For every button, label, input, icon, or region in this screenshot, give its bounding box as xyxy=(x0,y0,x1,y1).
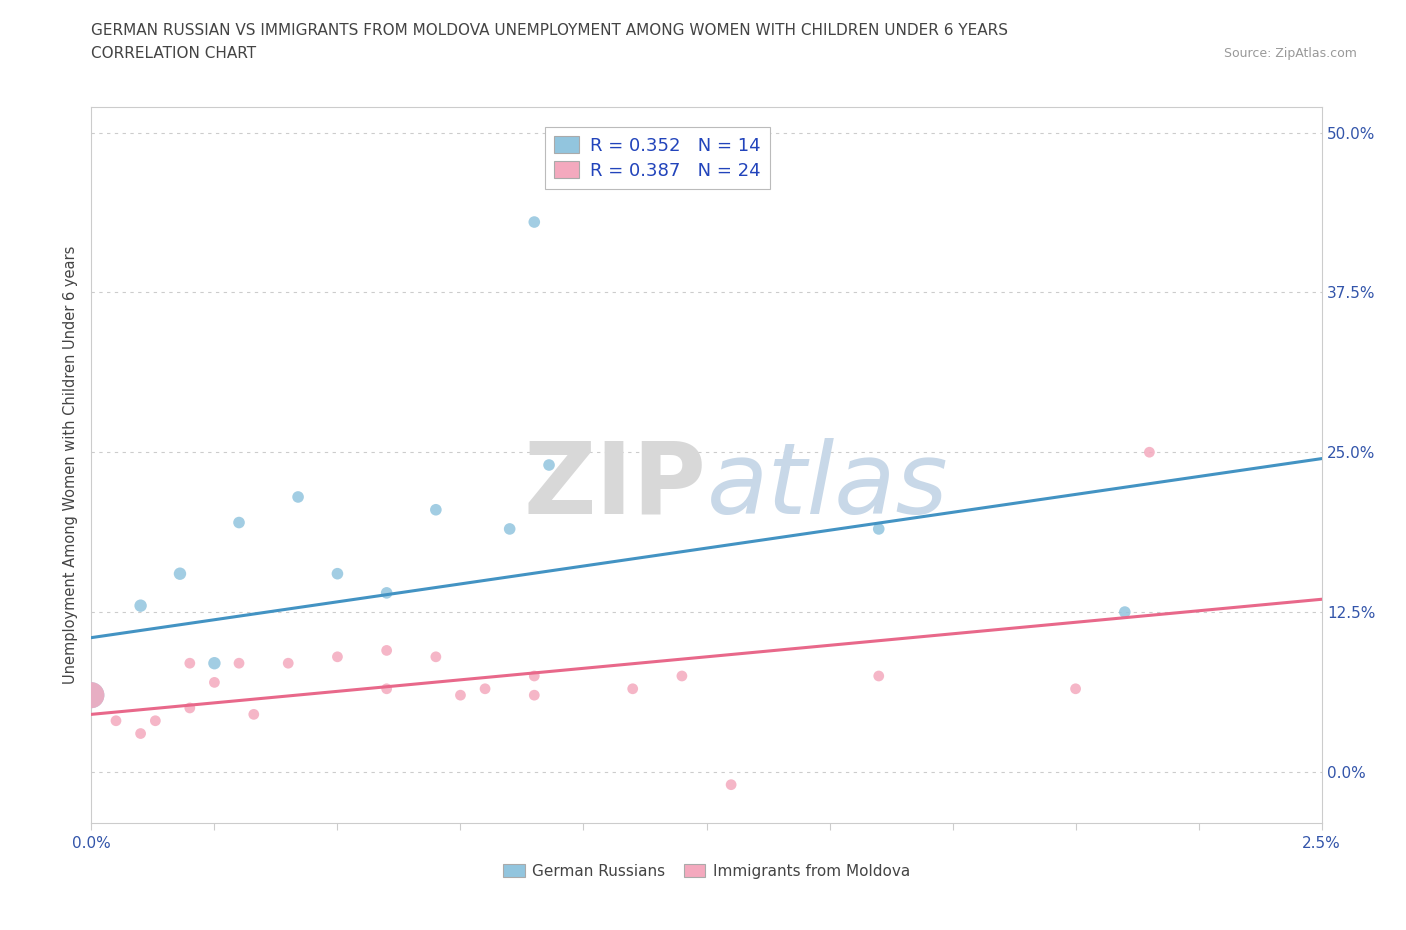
Point xyxy=(228,515,250,530)
Text: ZIP: ZIP xyxy=(523,438,706,535)
Point xyxy=(474,682,496,697)
Point xyxy=(375,643,398,658)
Point xyxy=(129,598,152,613)
Point xyxy=(287,489,309,504)
Point xyxy=(179,700,201,715)
Point xyxy=(1137,445,1160,459)
Point xyxy=(523,669,546,684)
Text: GERMAN RUSSIAN VS IMMIGRANTS FROM MOLDOVA UNEMPLOYMENT AMONG WOMEN WITH CHILDREN: GERMAN RUSSIAN VS IMMIGRANTS FROM MOLDOV… xyxy=(91,23,1008,38)
Text: atlas: atlas xyxy=(706,438,948,535)
Point xyxy=(105,713,127,728)
Text: Source: ZipAtlas.com: Source: ZipAtlas.com xyxy=(1223,46,1357,60)
Point xyxy=(523,215,546,230)
Point xyxy=(868,669,890,684)
Point xyxy=(228,656,250,671)
Point xyxy=(621,682,644,697)
Point xyxy=(720,777,742,792)
Point xyxy=(326,649,349,664)
Point xyxy=(179,656,201,671)
Y-axis label: Unemployment Among Women with Children Under 6 years: Unemployment Among Women with Children U… xyxy=(63,246,79,684)
Point xyxy=(523,688,546,703)
Point xyxy=(202,675,225,690)
Point xyxy=(326,566,349,581)
Point xyxy=(375,586,398,601)
Text: CORRELATION CHART: CORRELATION CHART xyxy=(91,46,256,61)
Point xyxy=(80,688,103,703)
Point xyxy=(868,522,890,537)
Point xyxy=(80,688,103,703)
Point xyxy=(671,669,693,684)
Point xyxy=(449,688,471,703)
Point xyxy=(129,726,152,741)
Point xyxy=(425,502,447,517)
Point xyxy=(498,522,520,537)
Point xyxy=(425,649,447,664)
Point xyxy=(1114,604,1136,619)
Point xyxy=(1064,682,1087,697)
Legend: German Russians, Immigrants from Moldova: German Russians, Immigrants from Moldova xyxy=(499,859,914,884)
Point xyxy=(169,566,191,581)
Point xyxy=(375,682,398,697)
Point xyxy=(202,656,225,671)
Point xyxy=(537,458,560,472)
Point xyxy=(277,656,299,671)
Point xyxy=(242,707,264,722)
Point xyxy=(145,713,166,728)
